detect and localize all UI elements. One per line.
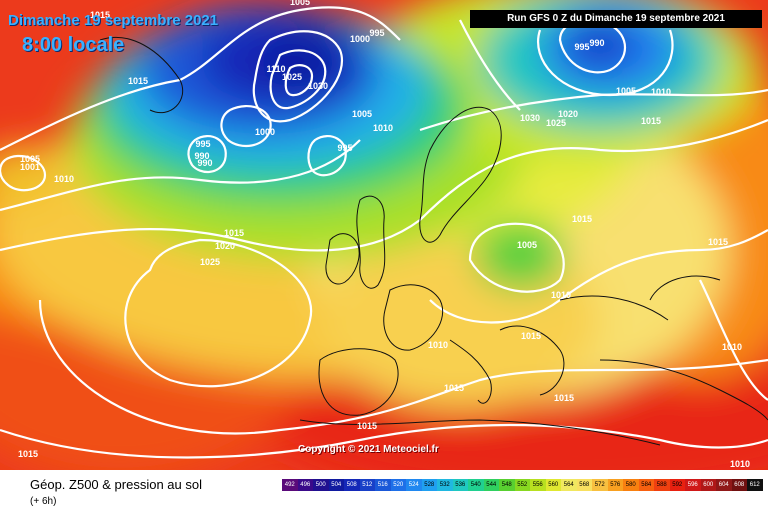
- isobar-label: 1020: [215, 241, 235, 251]
- isobar-label: 1015: [521, 331, 541, 341]
- scale-cell: 524: [406, 479, 422, 491]
- weather-map: 1015 1005 995 1000 1015 1110 1025 1030 1000 1005 1…: [0, 0, 768, 470]
- scale-cell: 544: [483, 479, 499, 491]
- scale-cell: 536: [452, 479, 468, 491]
- isobar-label: 1025: [200, 257, 220, 267]
- isobar-label: 1005: [352, 109, 372, 119]
- isobar-label: 1015: [18, 449, 38, 459]
- scale-cell: 604: [716, 479, 732, 491]
- isobar-label: 1010: [651, 87, 671, 97]
- isobar-label: 995: [337, 143, 352, 153]
- isobar-label: 995: [195, 139, 210, 149]
- copyright-notice: Copyright © 2021 Meteociel.fr: [298, 444, 439, 455]
- isobar-label: 1015: [128, 76, 148, 86]
- isobar-label: 990: [194, 151, 209, 161]
- isobar-label: 1025: [546, 118, 566, 128]
- scale-cell: 512: [359, 479, 375, 491]
- isobar-label: 1001: [20, 162, 40, 172]
- isobar-label: 995: [369, 28, 384, 38]
- scale-cell: 560: [545, 479, 561, 491]
- scale-cell: 580: [623, 479, 639, 491]
- coastlines: [99, 36, 768, 446]
- isobar-label: 1010: [428, 340, 448, 350]
- scale-cell: 508: [344, 479, 360, 491]
- geopotential-field: [0, 0, 768, 470]
- isobar-label: 1010: [722, 342, 742, 352]
- isobar-label: 1010: [373, 123, 393, 133]
- isobar-label: 1005: [616, 86, 636, 96]
- isobar-label: 1025: [282, 72, 302, 82]
- isobar-label: 1015: [572, 214, 592, 224]
- scale-cell: 612: [747, 479, 763, 491]
- scale-cell: 568: [576, 479, 592, 491]
- map-time: 8:00 locale: [22, 34, 125, 56]
- isobar-label: 1005: [20, 154, 40, 164]
- isobar-label: 990: [197, 158, 212, 168]
- scale-cell: 552: [514, 479, 530, 491]
- scale-cell: 608: [731, 479, 747, 491]
- isobar-label: 1010: [54, 174, 74, 184]
- scale-cell: 492: [282, 479, 298, 491]
- isobar-label: 1015: [641, 116, 661, 126]
- isobar-label: 1110: [266, 64, 285, 74]
- scale-cell: 564: [561, 479, 577, 491]
- isobar-label: 1015: [554, 393, 574, 403]
- isobar-label: 1020: [558, 109, 578, 119]
- isobar-labels: 1015100599510001015111010251030100010051…: [18, 0, 750, 469]
- isobar-label: 1030: [520, 113, 540, 123]
- isobar-label: 1015: [708, 237, 728, 247]
- color-scale: 492 496 500 504 508 512 516 520 524 528 532 536 540 5…: [282, 479, 763, 491]
- isobar-label: 1000: [350, 34, 370, 44]
- scale-cell: 516: [375, 479, 391, 491]
- scale-cell: 572: [592, 479, 608, 491]
- scale-cell: 584: [638, 479, 654, 491]
- isobar-label: 995: [574, 42, 589, 52]
- scale-cell: 532: [437, 479, 453, 491]
- scale-cell: 596: [685, 479, 701, 491]
- scale-cell: 588: [654, 479, 670, 491]
- scale-cell: 576: [607, 479, 623, 491]
- legend-title: Géop. Z500 & pression au sol: [30, 477, 202, 492]
- scale-cell: 600: [700, 479, 716, 491]
- scale-cell: 500: [313, 479, 329, 491]
- scale-cell: 496: [297, 479, 313, 491]
- scale-cell: 528: [421, 479, 437, 491]
- isobar-label: 1015: [444, 383, 464, 393]
- scale-cell: 556: [530, 479, 546, 491]
- map-date: Dimanche 19 septembre 2021: [8, 12, 219, 29]
- isobar-label: 1030: [308, 81, 328, 91]
- scale-cell: 520: [390, 479, 406, 491]
- isobar-label: 1015: [90, 10, 110, 20]
- scale-cell: 504: [328, 479, 344, 491]
- scale-cell: 548: [499, 479, 515, 491]
- isobar-label: 1015: [224, 228, 244, 238]
- map-canvas: 1015100599510001015111010251030100010051…: [0, 0, 768, 470]
- isobar-label: 990: [589, 38, 604, 48]
- scale-cell: 540: [468, 479, 484, 491]
- legend-panel: Géop. Z500 & pression au sol (+ 6h) 492 4…: [0, 470, 768, 512]
- isobar-label: 1005: [290, 0, 310, 7]
- legend-subtitle: (+ 6h): [30, 496, 57, 507]
- scale-cell: 592: [669, 479, 685, 491]
- isobar-label: 1000: [255, 127, 275, 137]
- isobar-label: 1010: [551, 290, 571, 300]
- isobar-label: 1010: [730, 459, 750, 469]
- isobar-label: 1015: [357, 421, 377, 431]
- isobar-label: 1005: [517, 240, 537, 250]
- run-info: Run GFS 0 Z du Dimanche 19 septembre 202…: [470, 10, 762, 28]
